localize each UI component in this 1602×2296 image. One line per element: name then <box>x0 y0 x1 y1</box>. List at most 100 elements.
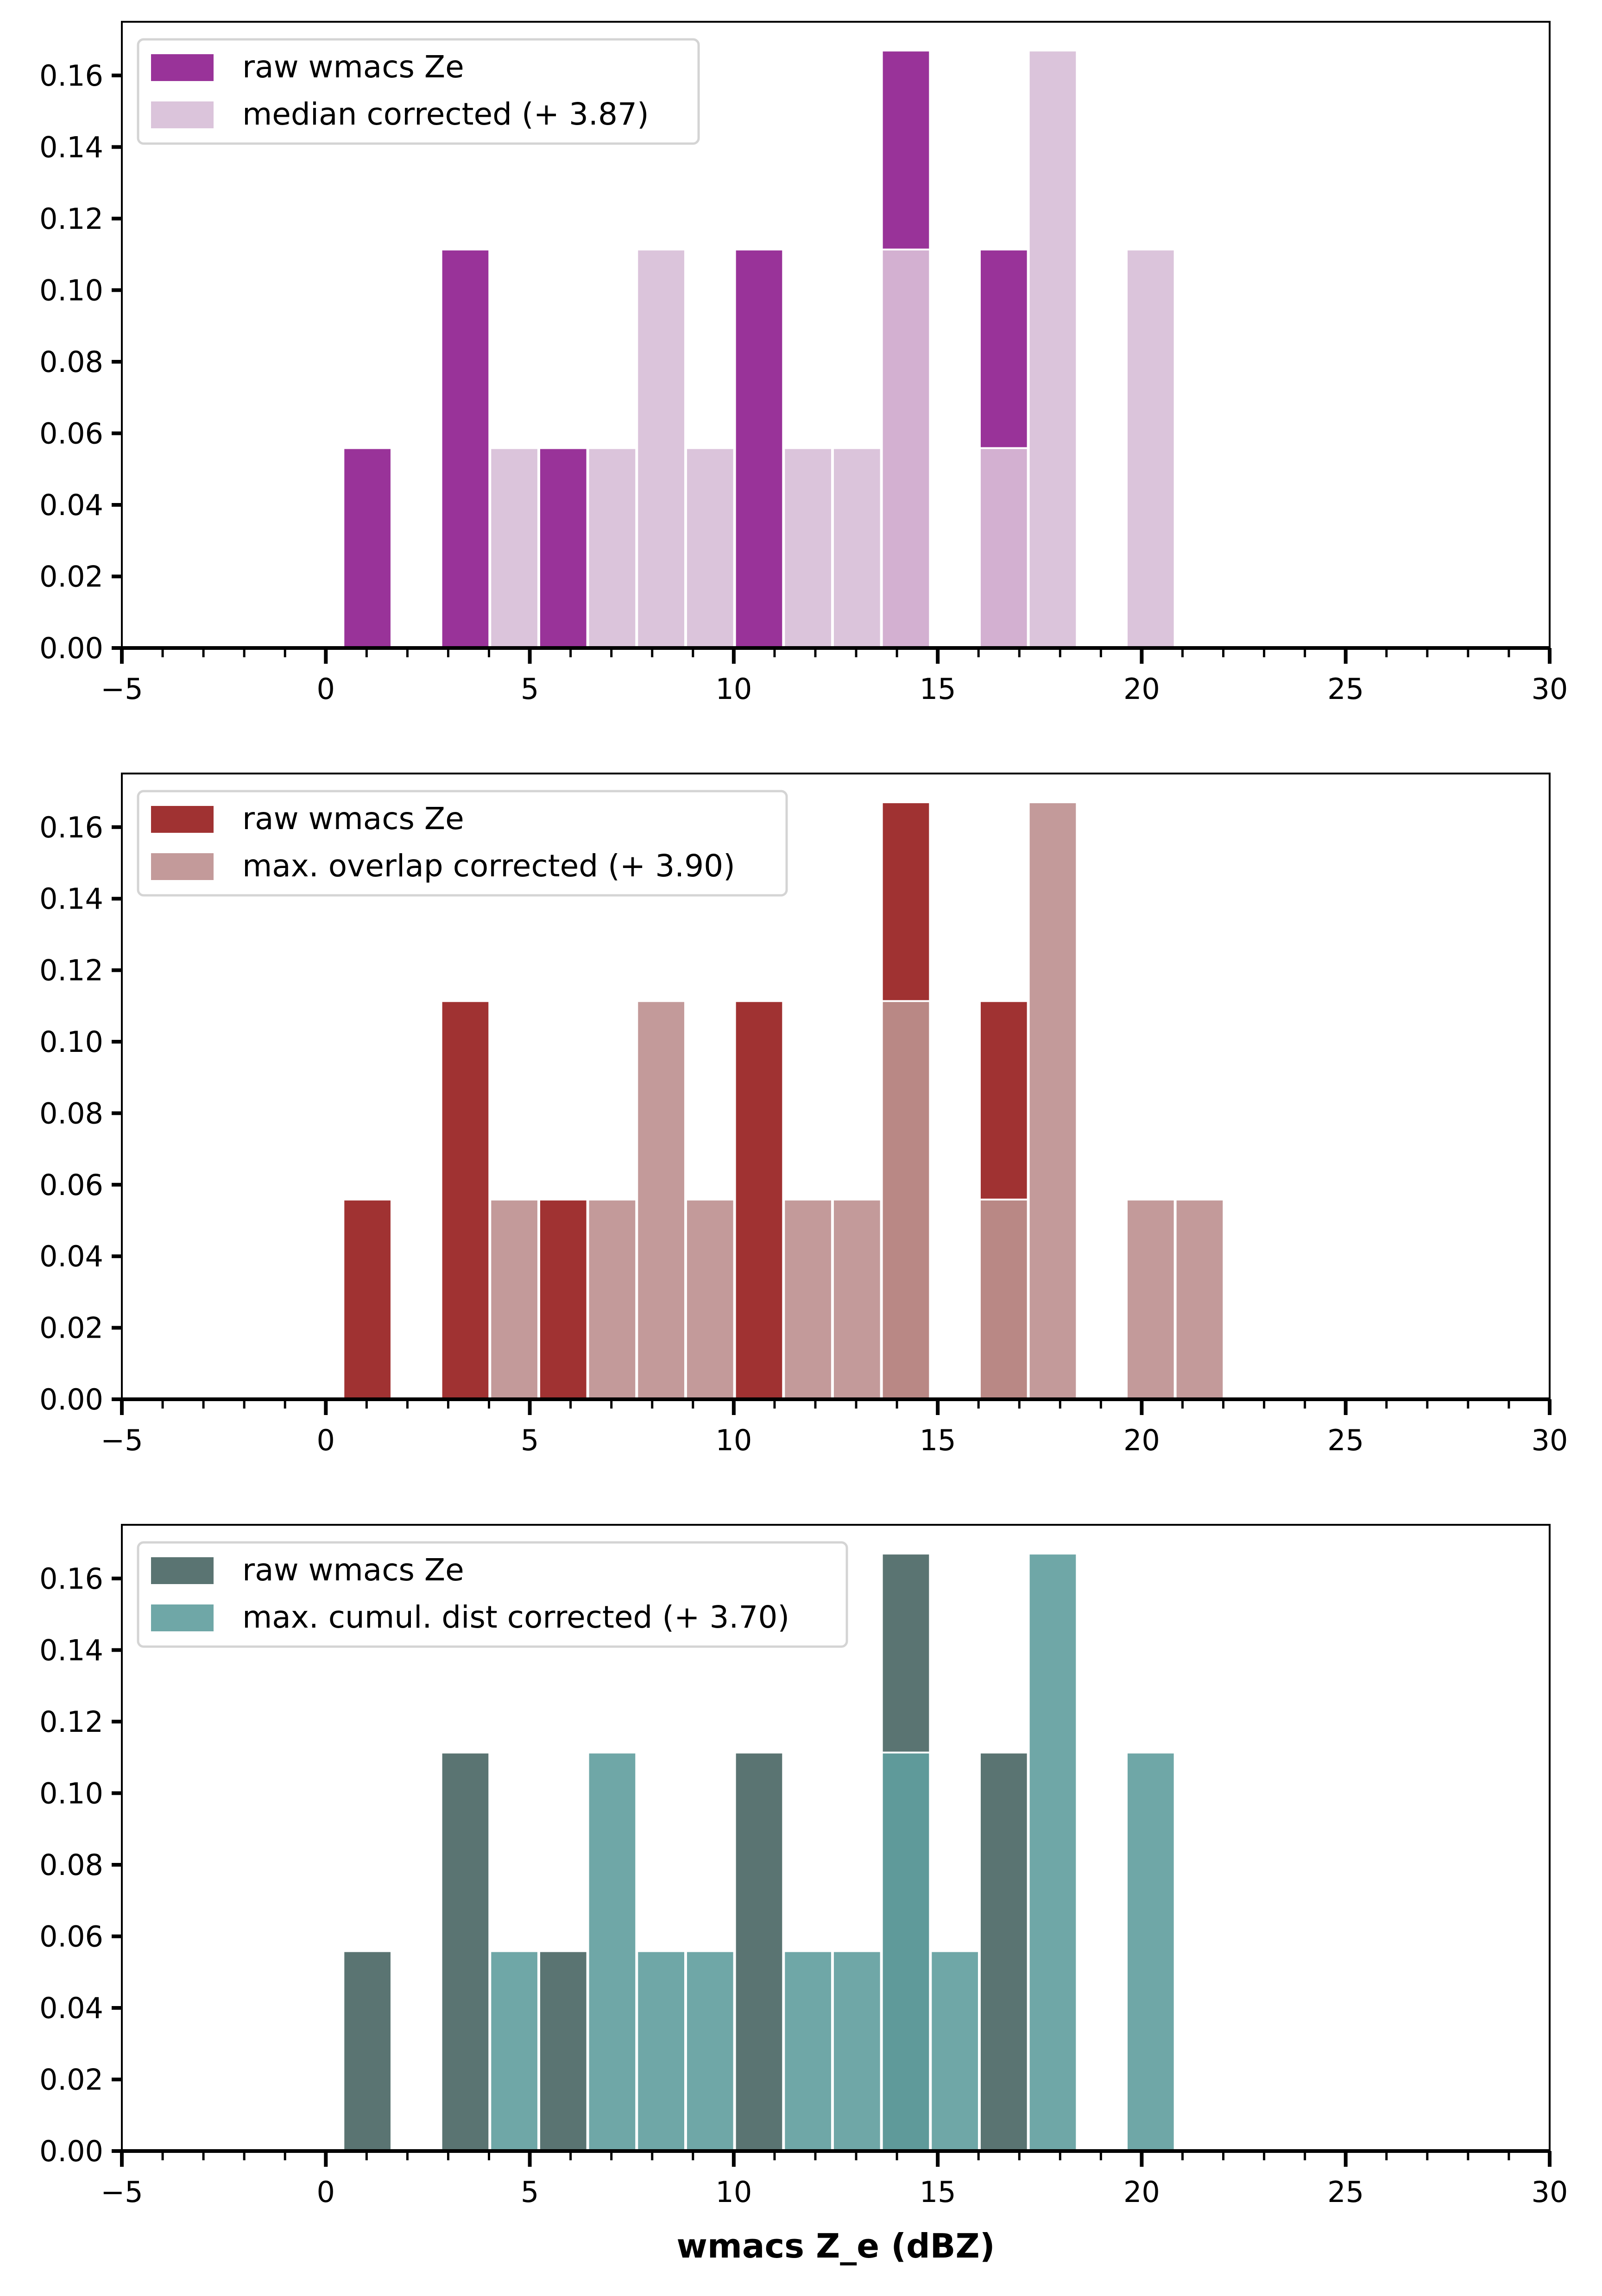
bar-raw <box>344 449 391 648</box>
legend-box <box>137 1541 848 1648</box>
x-tick-label: 5 <box>521 2175 539 2209</box>
y-tick-label: 0.04 <box>39 1239 103 1273</box>
bar-corrected <box>638 250 684 648</box>
x-tick-label: 15 <box>920 2175 956 2209</box>
legend: raw wmacs Ze median corrected (+ 3.87) <box>137 38 700 145</box>
bars <box>344 51 1174 648</box>
y-tick-label: 0.16 <box>39 811 103 844</box>
bar-corrected <box>1127 1200 1174 1399</box>
bars <box>344 1554 1174 2151</box>
legend-label: raw wmacs Ze <box>242 801 464 837</box>
bar-raw <box>736 1753 782 2151</box>
x-tick-label: 0 <box>317 1423 335 1457</box>
x-tick-label: 20 <box>1123 1423 1160 1457</box>
bar-corrected <box>638 1952 684 2151</box>
x-tick-label: 30 <box>1532 1423 1568 1457</box>
x-tick-label: −5 <box>101 2175 143 2209</box>
legend-swatch <box>151 1557 214 1584</box>
y-tick-label: 0.08 <box>39 1096 103 1130</box>
x-tick-label: 10 <box>715 1423 752 1457</box>
x-tick-label: 15 <box>920 1423 956 1457</box>
bar-overlap <box>883 1002 929 1399</box>
x-tick-label: 15 <box>920 672 956 706</box>
bar-raw <box>344 1952 391 2151</box>
bar-raw <box>540 1952 587 2151</box>
bar-corrected <box>687 1952 733 2151</box>
bar-corrected <box>1127 250 1174 648</box>
bar-corrected <box>1029 51 1076 648</box>
bar-corrected <box>1029 1554 1076 2151</box>
y-tick-label: 0.16 <box>39 1562 103 1596</box>
legend-label: max. overlap corrected (+ 3.90) <box>242 848 735 884</box>
bar-raw <box>344 1200 391 1399</box>
bar-raw <box>540 1200 587 1399</box>
legend-box <box>137 790 788 897</box>
y-tick-label: 0.00 <box>39 2134 103 2168</box>
bar-corrected <box>785 449 831 648</box>
bar-raw <box>736 250 782 648</box>
bar-corrected <box>491 1952 537 2151</box>
bar-corrected <box>589 449 636 648</box>
legend-label: median corrected (+ 3.87) <box>242 96 649 132</box>
bar-raw <box>883 51 929 249</box>
bar-corrected <box>833 1952 880 2151</box>
bar-corrected <box>491 449 537 648</box>
bar-corrected <box>1127 1753 1174 2151</box>
bar-corrected <box>1176 1200 1223 1399</box>
legend-label: raw wmacs Ze <box>242 49 464 85</box>
legend-swatch <box>151 806 214 833</box>
y-tick-label: 0.12 <box>39 1705 103 1739</box>
bar-raw <box>980 1002 1027 1199</box>
y-tick-label: 0.10 <box>39 273 103 307</box>
bar-raw <box>736 1002 782 1399</box>
bars <box>344 803 1223 1399</box>
y-tick-label: 0.12 <box>39 954 103 988</box>
x-tick-label: 25 <box>1327 2175 1364 2209</box>
bar-corrected <box>491 1200 537 1399</box>
x-tick-label: 25 <box>1327 1423 1364 1457</box>
x-tick-label: 0 <box>317 2175 335 2209</box>
bar-raw <box>540 449 587 648</box>
x-tick-label: 5 <box>521 672 539 706</box>
bar-raw <box>442 1753 489 2151</box>
x-tick-label: 30 <box>1532 2175 1568 2209</box>
y-tick-label: 0.06 <box>39 1919 103 1953</box>
legend-box <box>137 38 700 145</box>
y-tick-label: 0.02 <box>39 2063 103 2096</box>
legend-label: max. cumul. dist corrected (+ 3.70) <box>242 1599 789 1635</box>
x-tick-label: 30 <box>1532 672 1568 706</box>
y-tick-label: 0.06 <box>39 1168 103 1202</box>
bar-raw <box>980 250 1027 447</box>
panel-1: −5 0 5 10 15 20 25 30 0.00 0.02 0.04 0.06 0.08 0.10 0.… <box>39 21 1568 706</box>
legend-swatch <box>151 54 214 81</box>
y-tick-label: 0.12 <box>39 202 103 236</box>
y-tick-label: 0.10 <box>39 1025 103 1059</box>
bar-overlap <box>883 1753 929 2151</box>
y-tick-label: 0.06 <box>39 416 103 450</box>
y-tick-label: 0.04 <box>39 1991 103 2025</box>
bar-corrected <box>785 1200 831 1399</box>
x-tick-label: 25 <box>1327 672 1364 706</box>
x-tick-label: 10 <box>715 2175 752 2209</box>
bar-overlap <box>980 449 1027 648</box>
y-tick-label: 0.00 <box>39 631 103 665</box>
bar-raw <box>980 1753 1027 2151</box>
bar-overlap <box>883 250 929 648</box>
x-tick-label: −5 <box>101 672 143 706</box>
y-tick-label: 0.14 <box>39 1633 103 1667</box>
bar-corrected <box>932 1952 978 2151</box>
y-tick-label: 0.02 <box>39 1311 103 1345</box>
bar-corrected <box>638 1002 684 1399</box>
y-tick-label: 0.10 <box>39 1776 103 1810</box>
bar-corrected <box>589 1753 636 2151</box>
y-tick-label: 0.14 <box>39 882 103 916</box>
bar-raw <box>883 803 929 1000</box>
y-tick-label: 0.14 <box>39 130 103 164</box>
y-tick-label: 0.00 <box>39 1383 103 1416</box>
x-tick-label: 20 <box>1123 672 1160 706</box>
bar-raw <box>883 1554 929 1752</box>
x-axis-label: wmacs Z_e (dBZ) <box>676 2227 995 2265</box>
bar-corrected <box>1029 803 1076 1399</box>
x-tick-label: 20 <box>1123 2175 1160 2209</box>
